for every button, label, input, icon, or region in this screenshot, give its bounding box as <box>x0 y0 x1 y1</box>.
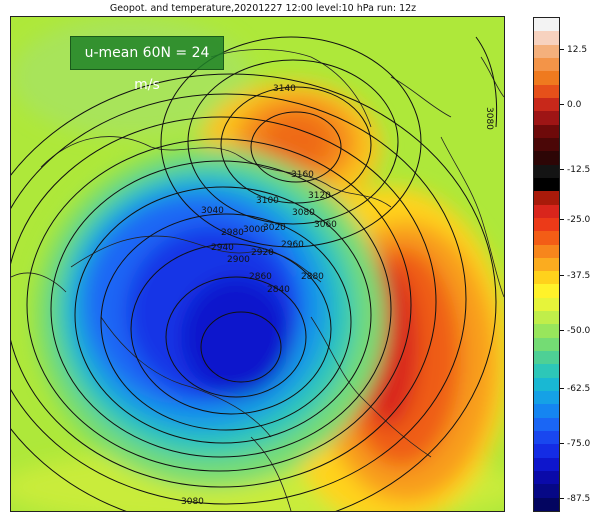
colorbar-segment <box>534 271 559 285</box>
colorbar-segment <box>534 231 559 245</box>
map-panel: 3140 3160 3120 3100 3080 3060 3040 3020 … <box>10 16 505 512</box>
colorbar-tick: 0.0 <box>560 100 594 110</box>
colorbar-segment <box>534 497 559 512</box>
contour-label: 3160 <box>291 170 314 180</box>
colorbar-segment <box>534 431 559 445</box>
colorbar-segment <box>534 137 559 152</box>
colorbar-segment <box>534 284 559 299</box>
colorbar-segment <box>534 471 559 485</box>
colorbar-segment <box>534 297 559 312</box>
colorbar-segment <box>534 377 559 392</box>
chart-title: Geopot. and temperature,20201227 12:00 l… <box>109 3 417 14</box>
colorbar-segment <box>534 484 559 499</box>
contour-label: 3080 <box>292 208 315 218</box>
colorbar-segment <box>534 311 559 325</box>
colorbar-segment <box>534 177 559 192</box>
colorbar-segment <box>534 324 559 339</box>
colorbar-segment <box>534 417 559 432</box>
colorbar-segment <box>534 84 559 99</box>
u-mean-annotation: u-mean 60N = 24 m/s <box>70 36 224 93</box>
contour-label: 3000 <box>243 225 266 235</box>
colorbar-segment <box>534 364 559 379</box>
colorbar-tick: -37.5 <box>560 271 594 281</box>
colorbar-segment <box>534 257 559 272</box>
colorbar-segment <box>534 44 559 59</box>
contour-label: 3120 <box>308 191 331 201</box>
colorbar-segment <box>534 391 559 405</box>
contour-label: 2880 <box>301 272 324 282</box>
colorbar-segment <box>534 151 559 166</box>
colorbar-segment <box>534 111 559 126</box>
map-canvas: 3140 3160 3120 3100 3080 3060 3040 3020 … <box>11 17 504 511</box>
colorbar-segment <box>534 217 559 232</box>
colorbar-segment <box>534 351 559 365</box>
colorbar-segment <box>534 18 559 32</box>
contour-label: 2920 <box>251 248 274 258</box>
colorbar-segment <box>534 164 559 179</box>
contour-label: 2860 <box>249 272 272 282</box>
colorbar-segment <box>534 404 559 419</box>
contour-label: 2900 <box>227 255 250 265</box>
contour-label: 2960 <box>281 240 304 250</box>
colorbar-segment <box>534 337 559 352</box>
contour-labels: 3140 3160 3120 3100 3080 3060 3040 3020 … <box>181 84 494 507</box>
colorbar-tick: -12.5 <box>560 165 594 175</box>
contour-label: 3020 <box>263 223 286 233</box>
colorbar-segment <box>534 191 559 206</box>
contour-label: 3080 <box>181 497 204 507</box>
colorbar-tick: -87.5 <box>560 494 594 504</box>
colorbar-segment <box>534 97 559 112</box>
colorbar-segment <box>534 204 559 219</box>
colorbar-segment <box>534 71 559 86</box>
colorbar-segment <box>534 57 559 72</box>
geopotential-contours <box>11 36 498 511</box>
colorbar-segment <box>534 124 559 139</box>
colorbar-tick: -75.0 <box>560 439 594 449</box>
contour-label: 3060 <box>314 220 337 230</box>
contour-label: 2840 <box>267 285 290 295</box>
contour-label: 3140 <box>273 84 296 94</box>
colorbar <box>533 17 560 512</box>
colorbar-segment <box>534 31 559 46</box>
colorbar-tick: -62.5 <box>560 384 594 394</box>
contour-label: 2980 <box>221 228 244 238</box>
colorbar-tick: 12.5 <box>560 45 594 55</box>
contour-label: 3040 <box>201 206 224 216</box>
contour-label: 3080 <box>484 107 494 130</box>
colorbar-tick: -25.0 <box>560 215 594 225</box>
colorbar-segment <box>534 444 559 459</box>
colorbar-tick: -50.0 <box>560 326 594 336</box>
contour-label: 3100 <box>256 196 279 206</box>
temperature-field <box>11 17 504 511</box>
colorbar-segment <box>534 244 559 259</box>
colorbar-segment <box>534 457 559 472</box>
contour-label: 2940 <box>211 243 234 253</box>
